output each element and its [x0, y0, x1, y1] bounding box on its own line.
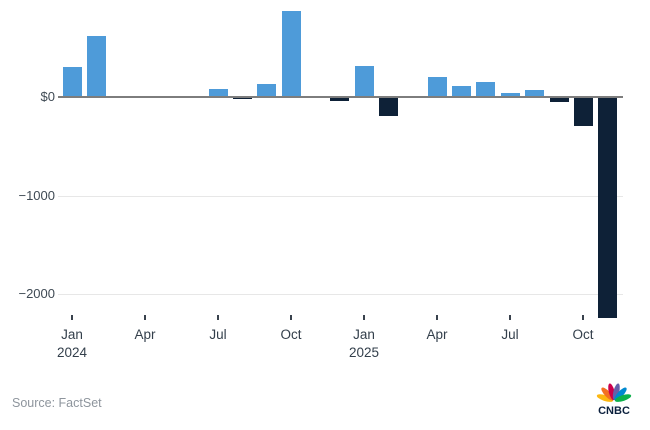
x-label-jan-2025: Jan	[353, 327, 375, 342]
bar-oct-2025[interactable]	[574, 97, 593, 126]
cnbc-wordmark: CNBC	[598, 405, 630, 416]
x-tick-mark	[582, 315, 584, 320]
source-label: Source: FactSet	[12, 396, 102, 410]
bar-aug-2025[interactable]	[525, 90, 544, 97]
bar-jul-2024[interactable]	[209, 89, 228, 97]
y-label--2000: −2000	[18, 286, 55, 301]
bar-dec-2024[interactable]	[330, 97, 349, 101]
x-label-jan-2024: Jan	[61, 327, 83, 342]
x-label-apr: Apr	[134, 327, 156, 342]
x-label-jul: Jul	[209, 327, 227, 342]
bar-may-2025[interactable]	[452, 86, 471, 97]
bar-jun-2025[interactable]	[476, 82, 495, 97]
bar-apr-2025[interactable]	[428, 77, 447, 97]
peacock-feather	[614, 394, 632, 402]
cnbc-peacock-icon: CNBC	[596, 383, 632, 417]
gridline--1000	[58, 196, 623, 197]
bar-jul-2025[interactable]	[501, 93, 520, 97]
peacock-feather	[601, 387, 614, 401]
x-tick-mark	[363, 315, 365, 320]
bar-oct-2024[interactable]	[282, 11, 301, 97]
zero-baseline	[58, 96, 623, 98]
gridline--2000	[58, 294, 623, 295]
peacock-feather	[612, 383, 620, 401]
x-tick-mark	[509, 315, 511, 320]
x-year-label-2025: 2025	[348, 345, 380, 360]
bar-feb-2025[interactable]	[379, 97, 398, 116]
y-label--1000: −1000	[18, 188, 55, 203]
x-tick-mark	[290, 315, 292, 320]
bar-sep-2025[interactable]	[550, 97, 569, 102]
bar-jan-2024[interactable]	[63, 67, 82, 97]
x-label-jul: Jul	[501, 327, 519, 342]
bar-nov-2025[interactable]	[598, 97, 617, 318]
cnbc-logo: CNBC	[590, 382, 638, 417]
bar-jan-2025[interactable]	[355, 66, 374, 97]
x-tick-mark	[217, 315, 219, 320]
x-year-label-2024: 2024	[56, 345, 88, 360]
x-tick-mark	[71, 315, 73, 320]
x-label-apr: Apr	[426, 327, 448, 342]
x-tick-mark	[436, 315, 438, 320]
bar-aug-2024[interactable]	[233, 97, 252, 99]
x-label-oct: Oct	[572, 327, 594, 342]
peacock-feather	[596, 394, 614, 402]
peacock-feather	[614, 387, 627, 401]
x-label-oct: Oct	[280, 327, 302, 342]
y-label-0: $0	[40, 89, 55, 104]
x-tick-mark	[144, 315, 146, 320]
bar-feb-2024[interactable]	[87, 36, 106, 97]
bar-sep-2024[interactable]	[257, 84, 276, 97]
